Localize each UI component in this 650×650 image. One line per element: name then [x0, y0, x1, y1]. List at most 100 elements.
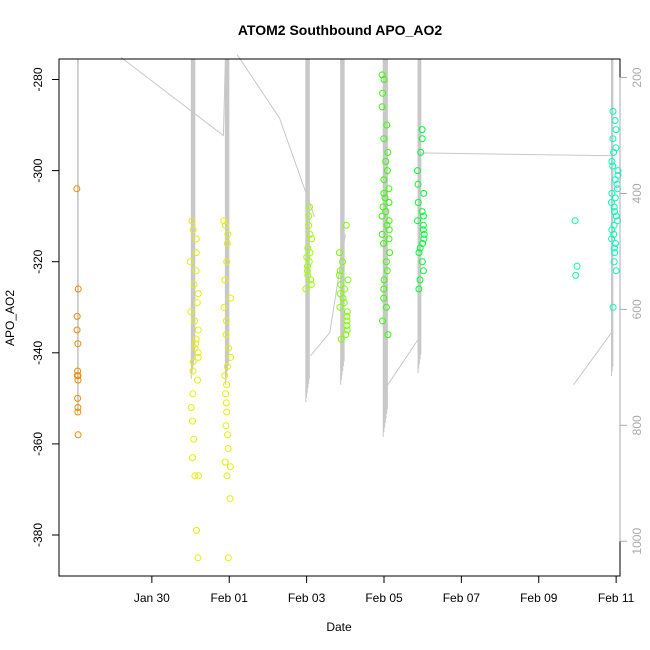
- data-point: [420, 212, 427, 220]
- data-point: [189, 358, 197, 366]
- y-tick-label: -380: [31, 523, 45, 547]
- data-point: [608, 158, 616, 165]
- data-point: [608, 235, 616, 243]
- data-point: [222, 331, 230, 339]
- altitude-transit-line: [236, 54, 315, 217]
- data-point: [611, 194, 619, 202]
- data-point: [336, 267, 344, 275]
- x-tick-label: Feb 07: [443, 591, 481, 605]
- data-point: [343, 308, 351, 316]
- data-point: [340, 299, 348, 307]
- data-point: [307, 276, 315, 284]
- x-axis-label: Date: [326, 620, 352, 634]
- data-point: [226, 495, 234, 503]
- y2-tick-label: 400: [630, 183, 644, 203]
- y-tick-label: -360: [31, 432, 45, 456]
- data-point: [193, 526, 200, 534]
- data-point: [380, 135, 388, 143]
- data-point: [417, 148, 425, 156]
- data-point: [339, 294, 347, 302]
- data-point: [225, 344, 233, 352]
- data-point: [611, 249, 619, 257]
- data-point: [194, 353, 202, 361]
- data-point: [222, 221, 229, 229]
- data-point: [609, 162, 617, 170]
- data-point: [610, 258, 618, 266]
- data-point: [385, 199, 393, 206]
- data-point: [335, 271, 343, 279]
- data-point: [73, 185, 81, 193]
- data-point: [224, 230, 232, 238]
- data-point: [382, 158, 390, 165]
- data-point: [194, 349, 202, 357]
- data-point: [192, 249, 200, 257]
- data-point: [380, 189, 388, 197]
- data-point: [418, 126, 426, 134]
- data-point: [194, 326, 202, 334]
- data-point: [378, 103, 386, 111]
- data-point: [385, 226, 393, 234]
- data-point: [609, 303, 617, 311]
- data-point: [307, 281, 315, 288]
- data-point: [384, 148, 392, 156]
- data-point: [189, 454, 196, 462]
- data-point: [337, 335, 345, 343]
- data-point: [74, 404, 82, 411]
- data-point: [415, 285, 423, 293]
- data-point: [223, 472, 231, 480]
- data-point: [192, 335, 200, 343]
- data-point: [224, 445, 232, 452]
- data-point: [416, 276, 424, 284]
- data-point: [378, 71, 386, 79]
- data-point: [220, 303, 228, 311]
- data-point: [74, 367, 82, 375]
- data-point: [192, 267, 200, 275]
- data-point: [382, 303, 390, 311]
- data-point: [378, 230, 386, 238]
- data-point: [379, 89, 387, 97]
- data-point: [419, 226, 427, 234]
- y-tick-label: -320: [31, 249, 45, 273]
- data-point: [190, 281, 198, 288]
- data-point: [74, 372, 82, 380]
- altitude-transit-line: [573, 332, 612, 385]
- y2-tick-label: 1000: [630, 528, 644, 555]
- x-tick-label: Feb 01: [211, 591, 249, 605]
- data-point: [342, 221, 350, 229]
- data-point: [227, 294, 234, 302]
- data-point: [74, 376, 82, 384]
- data-point: [339, 258, 346, 266]
- data-point: [610, 244, 618, 252]
- data-point: [189, 226, 197, 234]
- data-point: [189, 417, 196, 425]
- data-point: [383, 167, 391, 175]
- data-point: [416, 244, 424, 252]
- data-point: [226, 463, 234, 471]
- data-point: [420, 189, 428, 197]
- data-point: [308, 235, 316, 243]
- data-point: [195, 472, 202, 480]
- data-point: [419, 221, 427, 229]
- data-point: [571, 217, 579, 225]
- data-point: [303, 267, 311, 275]
- data-point: [380, 76, 388, 83]
- data-point: [221, 276, 229, 284]
- data-point: [380, 294, 388, 302]
- x-tick-label: Feb 05: [365, 591, 403, 605]
- data-point: [384, 331, 392, 339]
- data-point: [335, 249, 343, 257]
- data-point: [414, 167, 421, 175]
- data-point: [336, 303, 344, 311]
- data-point: [223, 258, 231, 266]
- data-point: [74, 394, 82, 402]
- data-point: [611, 208, 619, 216]
- y-tick-label: -300: [31, 158, 45, 182]
- data-point: [385, 235, 393, 243]
- data-point: [420, 235, 428, 243]
- data-point: [337, 281, 345, 288]
- data-point: [306, 249, 314, 257]
- data-point: [610, 203, 618, 211]
- data-point: [224, 554, 232, 562]
- data-point: [305, 212, 313, 220]
- data-point: [419, 267, 427, 275]
